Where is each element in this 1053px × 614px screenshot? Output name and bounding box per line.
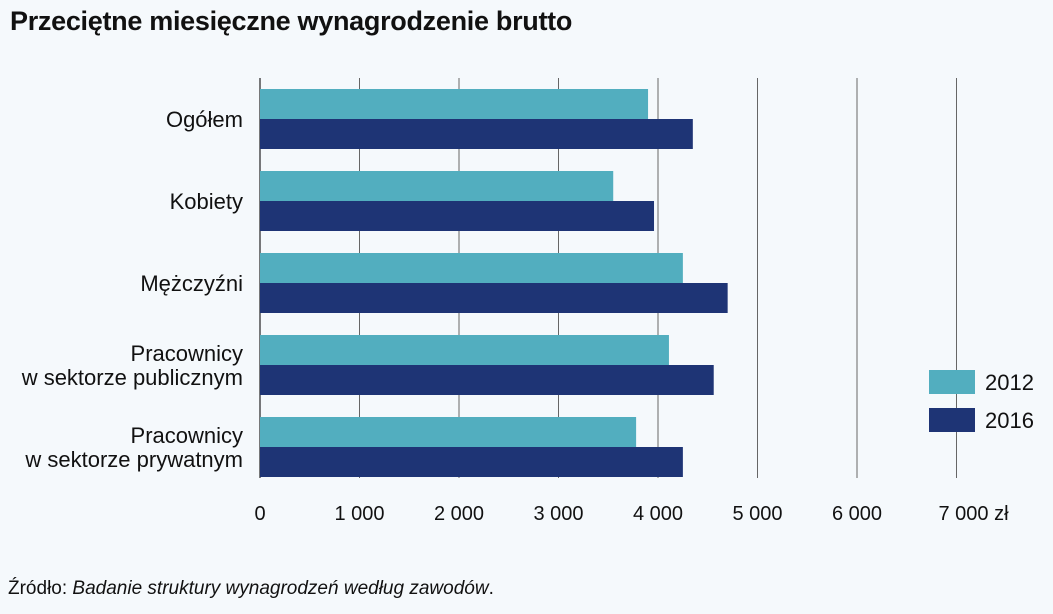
x-tick-label: 0 (254, 503, 265, 525)
chart-title: Przeciętne miesięczne wynagrodzenie brut… (10, 6, 573, 36)
category-label: w sektorze publicznym (21, 365, 243, 390)
legend: 2012 2016 (929, 370, 1034, 433)
x-tick-label: 1 000 (334, 503, 384, 525)
bar-2016-0 (260, 119, 693, 149)
bar-2012-1 (260, 171, 614, 201)
bar-2012-0 (260, 89, 649, 119)
legend-swatch-2016 (929, 408, 975, 432)
bar-2012-2 (260, 253, 683, 283)
bar-2016-2 (260, 283, 728, 313)
x-tick-label: 2 000 (434, 503, 484, 525)
bar-2016-3 (260, 365, 714, 395)
x-tick-label: 6 000 (832, 503, 882, 525)
category-label: Mężczyźni (140, 271, 243, 296)
legend-label-2016: 2016 (985, 408, 1034, 433)
bar-2012-3 (260, 335, 669, 365)
source-note: Źródło: Badanie struktury wynagrodzeń we… (8, 578, 494, 600)
x-tick-label: 4 000 (633, 503, 683, 525)
legend-swatch-2012 (929, 370, 975, 394)
bar-2016-4 (260, 447, 683, 477)
x-tick-label: 7 000 zł (939, 503, 1010, 525)
category-label: Ogółem (166, 107, 243, 132)
category-label: Kobiety (170, 189, 243, 214)
x-tick-labels: 0 1 000 2 000 3 000 4 000 5 000 6 000 7 000 zł (254, 503, 1009, 525)
x-tick-label: 3 000 (533, 503, 583, 525)
x-tick-label: 5 000 (732, 503, 782, 525)
bar-2016-1 (260, 201, 655, 231)
bars (260, 89, 728, 477)
category-label: Pracownicy (131, 341, 243, 366)
category-label: w sektorze prywatnym (24, 447, 243, 472)
bar-2012-4 (260, 417, 637, 447)
legend-label-2012: 2012 (985, 370, 1034, 395)
source-label: Źródło: (8, 578, 73, 599)
source-title: Badanie struktury wynagrodzeń według zaw… (72, 578, 489, 599)
category-label: Pracownicy (131, 423, 243, 448)
source-suffix: . (488, 578, 494, 599)
